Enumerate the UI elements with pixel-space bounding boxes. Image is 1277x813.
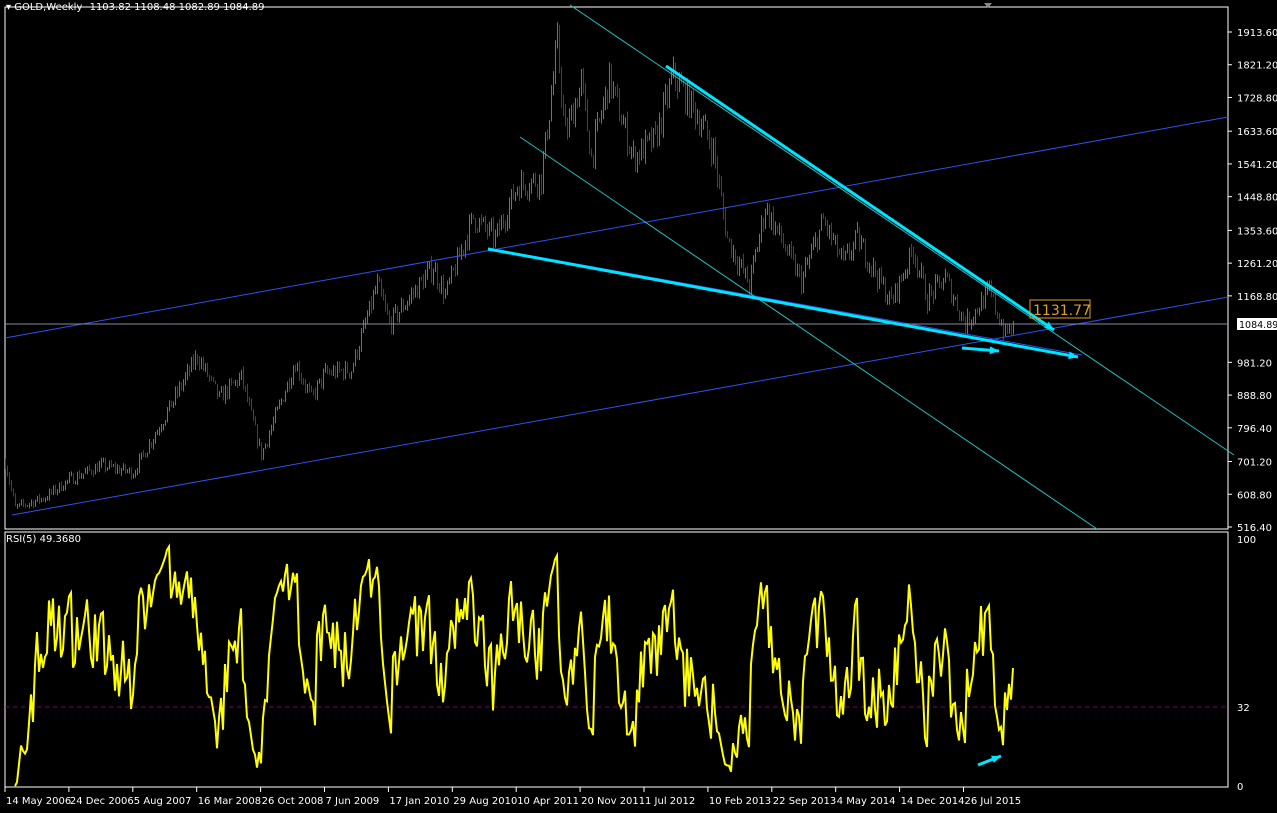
x-tick-label: 10 Apr 2011 [517, 796, 579, 807]
rsi-line [14, 543, 1014, 787]
x-tick-label: 10 Feb 2013 [709, 796, 771, 807]
x-tick-label: 4 May 2014 [837, 796, 896, 807]
y-tick-label: 981.20 [1237, 358, 1272, 369]
support-arrow [487, 247, 1079, 359]
chart-title[interactable]: ▾ GOLD,Weekly 1103.82 1108.48 1082.89 10… [6, 2, 265, 13]
fib-line-upper [569, 4, 1235, 456]
y-tick-label: 1728.80 [1237, 93, 1277, 104]
resistance-arrow [665, 64, 1055, 332]
arrowhead-icon [1068, 351, 1078, 360]
x-tick-label: 1 Jul 2012 [645, 796, 695, 807]
fib-line-lower [519, 136, 1098, 530]
arrowhead-icon [991, 755, 1001, 763]
y-tick-label: 701.20 [1237, 458, 1272, 469]
rsi-level-100-label: 100 [1237, 535, 1256, 546]
ohlc-values: 1103.82 1108.48 1082.89 1084.89 [89, 2, 265, 13]
x-tick-label: 26 Jul 2015 [965, 796, 1022, 807]
upper-channel-line [4, 116, 1229, 339]
y-tick-label: 1541.20 [1237, 160, 1277, 171]
price-axis: 1913.60 1821.20 1728.80 1633.60 1541.20 1448.… [1228, 28, 1277, 534]
x-tick-label: 7 Jun 2009 [326, 796, 380, 807]
rsi-level-32-label: 32 [1237, 703, 1250, 714]
scroll-marker-icon [984, 3, 992, 8]
y-tick-label: 888.80 [1237, 391, 1272, 402]
y-tick-label: 516.40 [1237, 523, 1272, 534]
current-price-tag-bg [1237, 318, 1277, 330]
x-tick-label: 16 Mar 2008 [198, 796, 261, 807]
trendline-drawings[interactable] [4, 4, 1235, 767]
x-tick-label: 20 Nov 2011 [581, 796, 645, 807]
y-tick-label: 1261.20 [1237, 259, 1277, 270]
y-tick-label: 1913.60 [1237, 28, 1277, 39]
current-price-tag: 1084.89 [1239, 320, 1277, 331]
x-tick-label: 22 Sep 2013 [773, 796, 836, 807]
x-tick-label: 14 Dec 2014 [901, 796, 965, 807]
main-panel-border [4, 6, 1229, 530]
x-tick-label: 26 Oct 2008 [262, 796, 324, 807]
symbol-label: GOLD,Weekly [14, 2, 83, 13]
lower-channel-line [11, 296, 1229, 516]
y-tick-label: 1168.80 [1237, 292, 1277, 303]
x-tick-label: 17 Jan 2010 [389, 796, 449, 807]
chart-frame [4, 3, 1229, 788]
rsi-panel-border [4, 531, 1229, 788]
y-tick-label: 1353.60 [1237, 226, 1277, 237]
price-labels: 1131.77 1084.89 [1029, 299, 1277, 331]
rsi-indicator: 100 32 0 [5, 535, 1256, 793]
x-tick-label: 14 May 2006 [6, 796, 71, 807]
collapse-triangle-icon[interactable]: ▾ [6, 2, 12, 13]
y-tick-label: 1448.80 [1237, 193, 1277, 204]
candles [5, 22, 1014, 509]
arrowhead-icon [1044, 321, 1054, 330]
y-tick-label: 1821.20 [1237, 61, 1277, 72]
y-tick-label: 1633.60 [1237, 127, 1277, 138]
y-tick-label: 608.80 [1237, 490, 1272, 501]
y-tick-label: 796.40 [1237, 424, 1272, 435]
annotation-box [1029, 299, 1091, 319]
x-tick-label: 29 Aug 2010 [453, 796, 517, 807]
annotation-label: 1131.77 [1033, 303, 1091, 319]
arrowhead-icon [989, 346, 999, 355]
x-tick-label: 24 Dec 2006 [70, 796, 134, 807]
rsi-title: RSI(5) 49.3680 [6, 534, 81, 545]
x-tick-label: 5 Aug 2007 [134, 796, 192, 807]
rsi-level-0-label: 0 [1237, 782, 1243, 793]
